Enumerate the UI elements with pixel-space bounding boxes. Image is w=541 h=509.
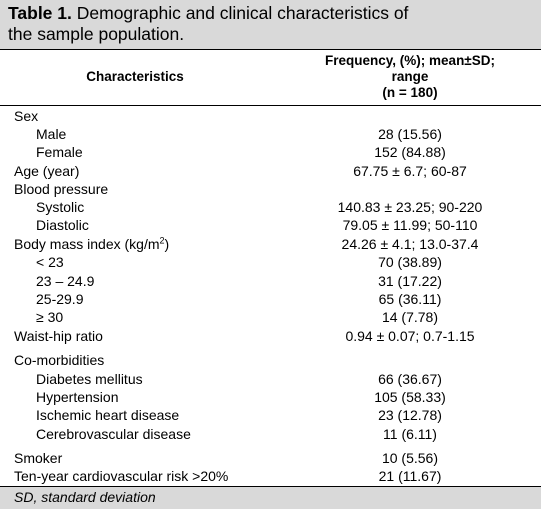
table-row-bmi-ge30: ≥ 30 14 (7.78) [0, 308, 541, 326]
table-row-sex: Sex [0, 107, 541, 125]
column-header-value-line2: range [391, 69, 429, 84]
row-value: 23 (12.78) [378, 407, 442, 423]
row-value: 10 (5.56) [381, 450, 439, 466]
row-label: Hypertension [36, 389, 119, 405]
column-header-value-line1: Frequency, (%); mean±SD; [325, 53, 495, 68]
row-value: 0.94 ± 0.07; 0.7-1.15 [345, 328, 475, 344]
row-label-text: Body mass index (kg/m [14, 236, 160, 252]
row-label: Diastolic [36, 217, 89, 233]
row-label: Male [36, 126, 67, 142]
table-title-line1: Demographic and clinical characteristics… [76, 3, 409, 23]
row-label: Age (year) [14, 163, 80, 179]
header-top-rule [0, 49, 541, 50]
row-label: Sex [14, 108, 39, 124]
table-bottom-rule [0, 486, 541, 487]
row-value: 65 (36.11) [378, 291, 442, 307]
table-row-bmi-25-299: 25-29.9 65 (36.11) [0, 290, 541, 308]
row-value: 66 (36.67) [378, 371, 442, 387]
row-label: < 23 [36, 254, 64, 270]
row-value: 21 (11.67) [378, 468, 442, 484]
column-header-value-line3: (n = 180) [382, 85, 438, 100]
row-label: Ischemic heart disease [36, 407, 180, 423]
row-label: Body mass index (kg/m2) [14, 235, 169, 253]
table-footnote: SD, standard deviation [0, 487, 541, 509]
table-number: Table 1. [8, 3, 72, 23]
row-label: Ten-year cardiovascular risk >20% [14, 468, 229, 484]
column-header-characteristics: Characteristics [86, 69, 184, 84]
row-value: 79.05 ± 11.99; 50-110 [342, 217, 478, 233]
row-label-close: ) [164, 236, 170, 252]
row-value: 67.75 ± 6.7; 60-87 [353, 163, 467, 179]
table-title: Table 1. Demographic and clinical charac… [0, 0, 541, 49]
row-value: 28 (15.56) [378, 126, 442, 142]
table-row-blood-pressure: Blood pressure [0, 180, 541, 198]
row-label: Cerebrovascular disease [36, 426, 191, 442]
table-row-hypertension: Hypertension 105 (58.33) [0, 388, 541, 406]
table-row-diabetes: Diabetes mellitus 66 (36.67) [0, 370, 541, 388]
table-row-bmi: Body mass index (kg/m2) 24.26 ± 4.1; 13.… [0, 235, 541, 253]
table-row-smoker: Smoker 10 (5.56) [0, 449, 541, 467]
row-label: ≥ 30 [36, 309, 64, 325]
table-row-cerebrovascular: Cerebrovascular disease 11 (6.11) [0, 425, 541, 443]
row-label: Smoker [14, 450, 63, 466]
row-label-superscript: 2 [159, 235, 165, 246]
row-value: 14 (7.78) [381, 309, 439, 325]
row-value: 105 (58.33) [374, 389, 446, 405]
table-row-bmi-23-249: 23 – 24.9 31 (17.22) [0, 272, 541, 290]
row-value: 24.26 ± 4.1; 13.0-37.4 [341, 236, 479, 252]
table-row-cv-risk: Ten-year cardiovascular risk >20% 21 (11… [0, 467, 541, 485]
row-value: 152 (84.88) [374, 144, 446, 160]
column-header-value: Frequency, (%); mean±SD; range (n = 180) [280, 53, 540, 101]
row-label: Systolic [36, 199, 85, 215]
table-row-comorbidities: Co-morbidities [0, 351, 541, 369]
row-value: 11 (6.11) [383, 426, 437, 442]
table-title-line2: the sample population. [8, 24, 185, 44]
table-row-waist-hip: Waist-hip ratio 0.94 ± 0.07; 0.7-1.15 [0, 327, 541, 345]
row-value: 70 (38.89) [378, 254, 442, 270]
row-value: 31 (17.22) [378, 273, 442, 289]
table-row-systolic: Systolic 140.83 ± 23.25; 90-220 [0, 198, 541, 216]
row-label: Co-morbidities [14, 352, 105, 368]
row-label: Female [36, 144, 83, 160]
row-label: Waist-hip ratio [14, 328, 103, 344]
row-label: 23 – 24.9 [36, 273, 95, 289]
table-row-age: Age (year) 67.75 ± 6.7; 60-87 [0, 162, 541, 180]
row-label: Blood pressure [14, 181, 109, 197]
table-row-male: Male 28 (15.56) [0, 125, 541, 143]
table-row-female: Female 152 (84.88) [0, 143, 541, 161]
header-bottom-rule [0, 105, 541, 106]
row-value: 140.83 ± 23.25; 90-220 [337, 199, 483, 215]
table-row-bmi-lt23: < 23 70 (38.89) [0, 253, 541, 271]
row-label: Diabetes mellitus [36, 371, 143, 387]
table-row-diastolic: Diastolic 79.05 ± 11.99; 50-110 [0, 216, 541, 234]
row-label: 25-29.9 [36, 291, 84, 307]
table-row-ischemic: Ischemic heart disease 23 (12.78) [0, 406, 541, 424]
